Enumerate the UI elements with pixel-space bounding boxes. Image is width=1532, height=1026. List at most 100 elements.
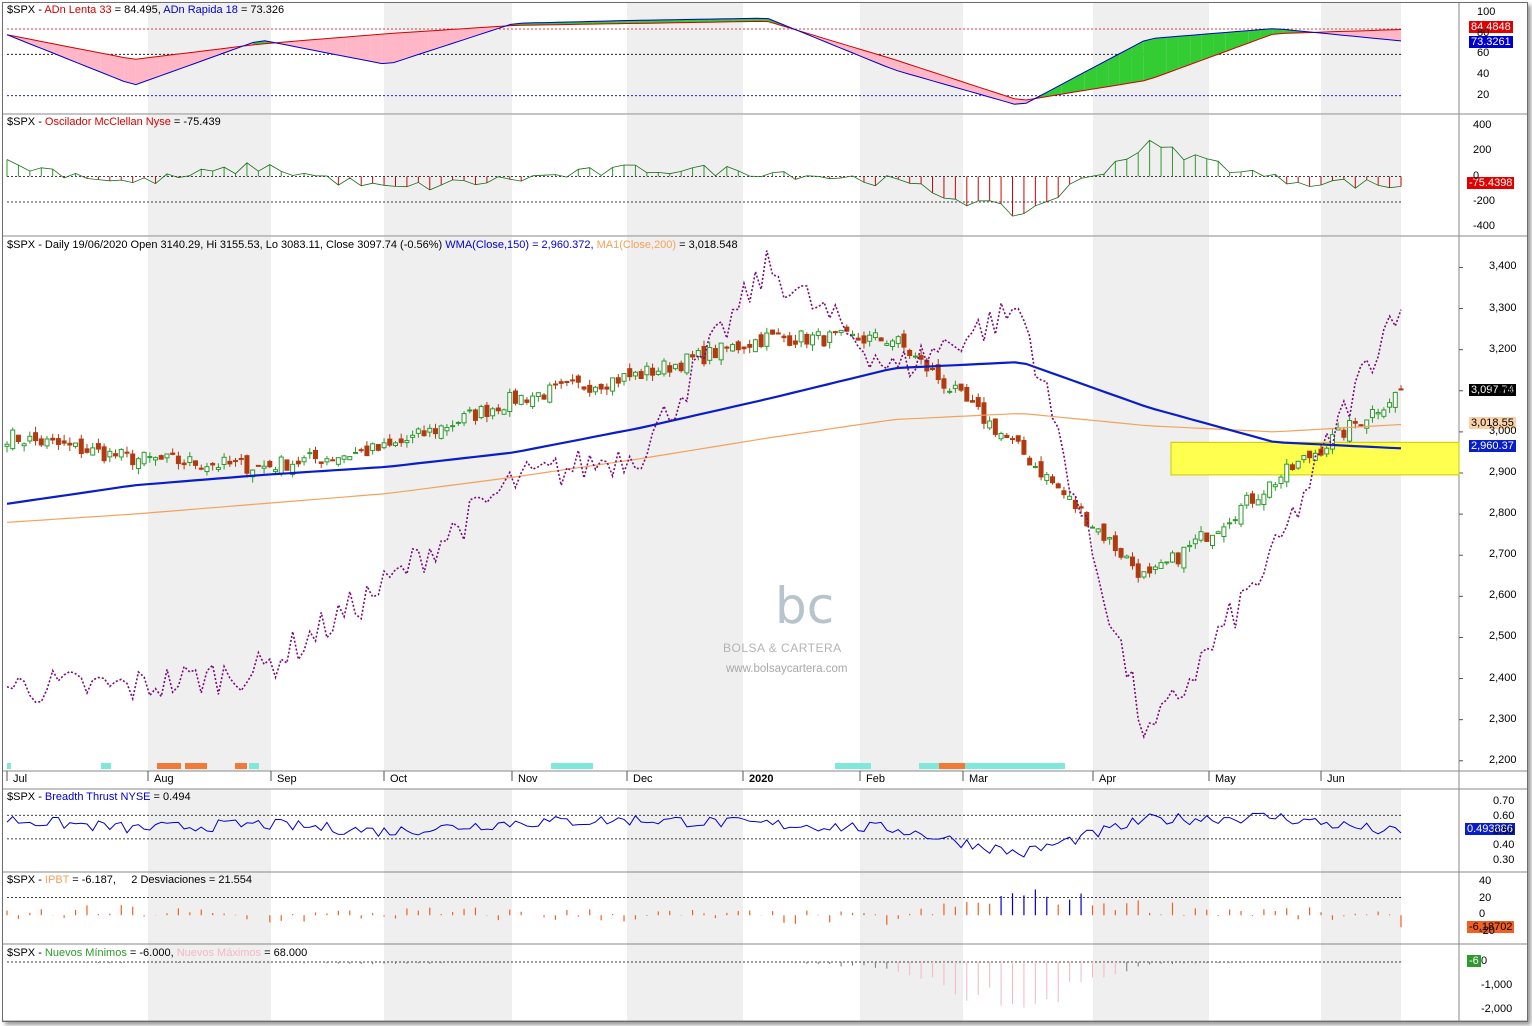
candle-body (535, 392, 541, 398)
candle-body (1238, 504, 1244, 525)
signal-marker (965, 763, 1065, 769)
candle-body (1267, 481, 1273, 498)
candle-body (67, 442, 73, 446)
ma200-tag: 3,018.55 (1469, 417, 1516, 429)
candle-body (410, 434, 416, 438)
adn-fill (1365, 30, 1378, 39)
candle-body (135, 458, 141, 470)
candle-body (113, 453, 119, 457)
adn-header: $SPX - ADn Lenta 33 = 84.495, ADn Rapida… (7, 4, 285, 16)
month-shade (1321, 789, 1401, 872)
price-tick-label: 2,800 (1489, 507, 1517, 520)
candle-body (233, 460, 239, 463)
price-tick-label: 2,400 (1489, 671, 1517, 684)
adn-fill (171, 53, 183, 72)
candle-body (347, 456, 353, 461)
breadth-tick-label: 0.50 (1493, 824, 1515, 837)
candle-body (638, 371, 644, 379)
candle-body (701, 345, 707, 365)
candle-body (215, 466, 221, 471)
adn-fill (288, 40, 300, 48)
candle-body (678, 362, 684, 372)
adn-fill (1178, 35, 1191, 69)
adn-fill (627, 20, 640, 24)
candle-body (284, 459, 290, 471)
candle-body (1221, 526, 1227, 538)
adn-tick-label: 40 (1477, 68, 1490, 80)
adn-fill (1201, 33, 1214, 61)
candle-body (655, 370, 661, 375)
adn-fill (381, 33, 394, 64)
signal-marker (919, 763, 939, 769)
candle-body (1381, 409, 1387, 417)
mcc-line (6, 139, 1402, 217)
nm-tick-label: -1,000 (1481, 978, 1513, 991)
breadth-line (6, 812, 1402, 858)
month-shade (148, 115, 271, 236)
candle-body (564, 380, 570, 383)
ipbt-header: $SPX - IPBT = -6.187, 2 Desviaciones = 2… (7, 874, 253, 886)
candle-body (101, 446, 107, 462)
candle-body (1232, 519, 1238, 522)
candle-body (1061, 490, 1067, 496)
candle-body (907, 349, 913, 357)
candle-body (724, 346, 730, 349)
candle-body (1044, 474, 1050, 481)
adn-fill (873, 53, 886, 67)
candle-body (878, 337, 884, 342)
adn-fill (428, 30, 441, 52)
month-shade (627, 872, 743, 944)
adn-fill (1354, 30, 1366, 38)
month-shade (1321, 3, 1401, 114)
candle-body (735, 341, 741, 351)
chart-svg (3, 3, 1527, 1021)
candle-body (210, 462, 216, 466)
adn-fill (1190, 34, 1202, 65)
candle-body (570, 379, 576, 382)
month-shade (384, 115, 512, 236)
month-shade (627, 789, 743, 872)
month-shade (1093, 944, 1209, 1021)
adn-rapida-tag: 73.3261 (1469, 36, 1513, 48)
month-shade (1321, 872, 1401, 944)
adn-fill (147, 56, 160, 81)
candle-body (775, 332, 781, 335)
adn-fill (616, 20, 628, 24)
nm-tick-label: 0 (1481, 955, 1488, 967)
adn-fill (674, 19, 687, 23)
candle-body (1204, 532, 1210, 542)
candle-body (1147, 566, 1153, 574)
price-tick-label: 3,100 (1489, 383, 1517, 396)
adn-fill (1166, 36, 1179, 74)
price-tick-label: 2,200 (1489, 753, 1517, 766)
candle-body (1164, 561, 1170, 564)
watermark-url: www.bolsaycartera.com (726, 663, 848, 675)
candle-body (1004, 434, 1010, 439)
adn-fill (452, 28, 464, 44)
candle-body (895, 336, 901, 345)
candle-body (1027, 457, 1033, 466)
candle-body (592, 386, 598, 393)
watermark-name: BOLSA & CARTERA (723, 641, 842, 655)
candle-body (1050, 476, 1055, 484)
candle-body (1272, 484, 1278, 488)
month-shade (384, 872, 512, 944)
price-tick-label: 2,900 (1489, 466, 1517, 478)
adn-lenta-label: ADn Lenta 33 (44, 4, 112, 16)
candle-body (918, 355, 924, 360)
adn-fill (393, 32, 406, 63)
month-label: Aug (154, 773, 174, 785)
candle-body (273, 469, 279, 473)
adn-tick-label: 80 (1477, 26, 1490, 39)
month-shade (860, 872, 963, 944)
candle-body (792, 340, 798, 345)
adn-fill (311, 38, 324, 53)
candle-body (44, 438, 50, 447)
candle-body (672, 363, 678, 370)
adn-fill (991, 91, 1003, 101)
adn-fill (112, 55, 125, 82)
adn-fill (721, 18, 734, 23)
candle-body (455, 421, 461, 424)
adn-fill (850, 46, 863, 57)
candle-body (1261, 493, 1267, 506)
